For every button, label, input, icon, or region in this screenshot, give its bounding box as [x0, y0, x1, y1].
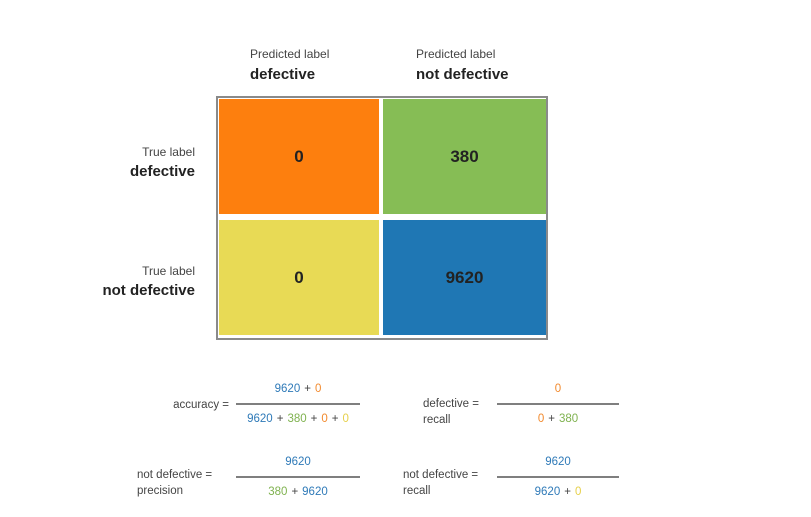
column-label: defective: [250, 66, 315, 83]
row-caption: True label: [142, 145, 195, 159]
formula-term-group: 0 +380: [538, 413, 578, 425]
formula-term: 9620: [302, 486, 328, 498]
formula-term: 0: [555, 383, 561, 395]
column-label: not defective: [416, 66, 509, 83]
formula-term: 0: [538, 413, 544, 425]
matrix-cell: [219, 220, 379, 335]
formula-term-group: 9620 +0: [275, 383, 322, 395]
formula-label: accuracy =: [173, 399, 229, 411]
formula-term: +: [548, 413, 555, 425]
formula-term: +: [291, 486, 298, 498]
formula-label: not defective =: [403, 469, 478, 481]
formula-label: recall: [403, 485, 430, 497]
cell-value: 0: [294, 268, 303, 287]
column-caption: Predicted label: [416, 47, 495, 61]
cell-value: 380: [450, 147, 478, 166]
formula-term: 0: [342, 413, 348, 425]
formula-term: +: [564, 486, 571, 498]
row-label: defective: [130, 163, 195, 180]
formula-term: 380: [287, 413, 306, 425]
formula-label: defective =: [423, 398, 479, 410]
matrix-cell: [383, 99, 546, 214]
row-caption: True label: [142, 264, 195, 278]
formula-term: 380: [268, 486, 287, 498]
formula-term: 9620: [275, 383, 301, 395]
formula-term: +: [311, 413, 318, 425]
formula-term: 380: [559, 413, 578, 425]
formula-term-group: 9620 +0: [535, 486, 582, 498]
row-label: not defective: [102, 282, 195, 299]
formula-term: +: [304, 383, 311, 395]
formula-label: precision: [137, 485, 183, 497]
formula-label: not defective =: [137, 469, 212, 481]
formula-term-group: 0: [555, 383, 561, 395]
formula-term: 9620: [247, 413, 273, 425]
matrix-cell: [219, 99, 379, 214]
formula-term: 0: [315, 383, 321, 395]
formula-term-group: 9620: [285, 456, 311, 468]
formula-term: +: [277, 413, 284, 425]
formula-term: +: [332, 413, 339, 425]
cell-value: 0: [294, 147, 303, 166]
formula-term: 9620: [285, 456, 311, 468]
formula-term: 9620: [535, 486, 561, 498]
formula-label: recall: [423, 414, 450, 426]
column-caption: Predicted label: [250, 47, 329, 61]
formula-term-group: 9620 +380 +0 +0: [247, 413, 349, 425]
formula-term: 0: [321, 413, 327, 425]
formula-term: 9620: [545, 456, 571, 468]
formula-term-group: 380 +9620: [268, 486, 328, 498]
matrix-cell: [383, 220, 546, 335]
formula-term: 0: [575, 486, 581, 498]
formula-term-group: 9620: [545, 456, 571, 468]
cell-value: 9620: [446, 268, 484, 287]
